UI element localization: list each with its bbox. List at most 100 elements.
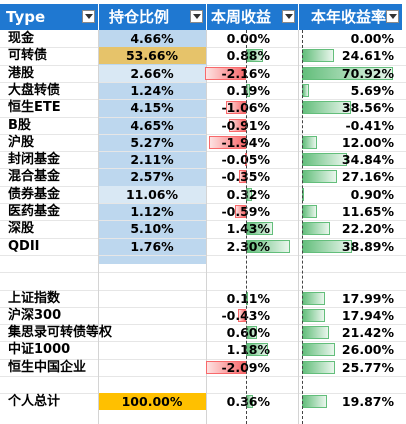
year-return-value: 0.00%: [350, 31, 394, 46]
position-cell: 5.27%: [130, 134, 174, 150]
position-cell: 100.00%: [98, 393, 206, 411]
week-return-cell: 0.00%: [206, 30, 296, 47]
week-return-value: -1.94%: [221, 134, 270, 150]
row-label: 沪股: [8, 134, 35, 150]
week-return-cell: 0.32%: [206, 186, 296, 203]
year-return-cell: 5.69%: [298, 82, 402, 99]
position-cell: [98, 272, 206, 289]
week-return-cell: [206, 272, 296, 289]
row-label: QDII: [8, 238, 40, 254]
week-return-value: -2.16%: [221, 65, 270, 81]
year-return-cell: 17.94%: [298, 307, 402, 324]
week-return-cell: 0.60%: [206, 324, 296, 341]
row-gridline: [0, 220, 406, 222]
row-gridline: [0, 254, 406, 256]
year-return-cell: [298, 376, 402, 393]
week-axis-line: [246, 30, 247, 424]
dropdown-filter-icon[interactable]: [282, 10, 295, 23]
row-label: 中证1000: [8, 342, 71, 358]
row-label: 恒生ETE: [8, 100, 61, 116]
row-label: 可转债: [8, 48, 48, 64]
year-return-cell: 0.90%: [298, 186, 402, 203]
header-week[interactable]: 本周收益: [207, 4, 298, 30]
week-return-bar: [239, 170, 246, 184]
week-return-cell: -0.05%: [206, 151, 296, 168]
header-type[interactable]: Type: [0, 4, 98, 30]
header-position-label: 持仓比例: [109, 8, 170, 26]
year-return-cell: 38.89%: [298, 238, 402, 255]
column-gridline: [206, 30, 207, 424]
row-label: 深股: [8, 221, 35, 237]
year-return-cell: 0.00%: [298, 30, 402, 47]
dropdown-filter-icon[interactable]: [386, 10, 399, 23]
header-week-label: 本周收益: [211, 8, 272, 26]
year-return-value: 11.65%: [341, 204, 394, 219]
week-return-value: 0.19%: [226, 82, 270, 98]
row-gridline: [0, 168, 406, 170]
row-gridline: [0, 81, 406, 83]
position-cell: 5.10%: [130, 221, 174, 237]
row-label: B股: [8, 117, 31, 133]
header-position[interactable]: 持仓比例: [99, 4, 206, 30]
week-return-cell: 0.88%: [206, 47, 296, 64]
row-gridline: [0, 151, 406, 153]
dropdown-filter-icon[interactable]: [82, 10, 95, 23]
year-return-bar: [302, 326, 330, 340]
week-return-cell: -0.43%: [206, 307, 296, 324]
week-return-value: -0.91%: [221, 117, 270, 133]
position-cell: 2.11%: [130, 152, 174, 168]
position-cell: [98, 255, 206, 272]
year-return-cell: 27.16%: [298, 168, 402, 185]
year-return-cell: 19.87%: [298, 393, 402, 410]
row-label: 个人总计: [8, 394, 61, 410]
row-label: 混合基金: [8, 169, 61, 185]
header-year[interactable]: 本年收益率: [299, 4, 402, 30]
dropdown-filter-icon[interactable]: [190, 10, 203, 23]
year-return-value: 5.69%: [350, 82, 394, 98]
position-cell: 2.66%: [98, 64, 206, 82]
week-return-cell: -0.91%: [206, 117, 296, 134]
week-return-cell: 0.19%: [206, 82, 296, 99]
row-gridline: [0, 272, 406, 274]
week-return-value: -1.06%: [221, 100, 270, 116]
position-cell: [98, 290, 206, 307]
week-return-bar: [234, 205, 246, 218]
year-return-value: 38.56%: [341, 100, 394, 116]
week-return-value: -0.35%: [221, 169, 270, 185]
column-gridline: [98, 30, 99, 424]
row-label: 恒生中国企业: [8, 359, 87, 375]
week-return-cell: 2.30%: [206, 238, 296, 255]
year-return-cell: [298, 255, 402, 272]
week-return-value: -0.59%: [221, 204, 270, 219]
row-gridline: [0, 99, 406, 101]
year-return-bar: [302, 395, 328, 409]
year-return-bar: [302, 308, 325, 322]
position-cell: [98, 376, 206, 393]
year-return-cell: 17.99%: [298, 290, 402, 307]
year-return-cell: -0.41%: [298, 117, 402, 134]
year-return-value: 34.84%: [341, 152, 394, 168]
year-return-value: 17.94%: [341, 307, 394, 323]
position-cell: [98, 307, 206, 324]
week-return-value: -0.05%: [221, 152, 270, 168]
year-return-bar: [302, 49, 334, 63]
year-return-bar: [302, 83, 310, 97]
week-return-bar: [209, 135, 246, 149]
week-return-value: 0.88%: [226, 48, 270, 64]
year-return-bar: [302, 153, 347, 167]
week-return-cell: [206, 255, 296, 272]
year-axis-line: [302, 30, 303, 424]
year-return-bar: [302, 291, 326, 305]
row-gridline: [0, 341, 406, 343]
year-return-bar: [302, 205, 317, 218]
week-return-bar: [228, 118, 246, 132]
row-label: [8, 376, 98, 393]
year-return-bar: [302, 343, 336, 357]
row-label: 大盘转债: [8, 82, 61, 98]
row-gridline: [0, 358, 406, 360]
row-label: 港股: [8, 65, 35, 81]
position-cell: 11.06%: [98, 185, 206, 203]
year-return-value: 0.90%: [350, 186, 394, 202]
week-return-value: 1.18%: [226, 342, 270, 358]
